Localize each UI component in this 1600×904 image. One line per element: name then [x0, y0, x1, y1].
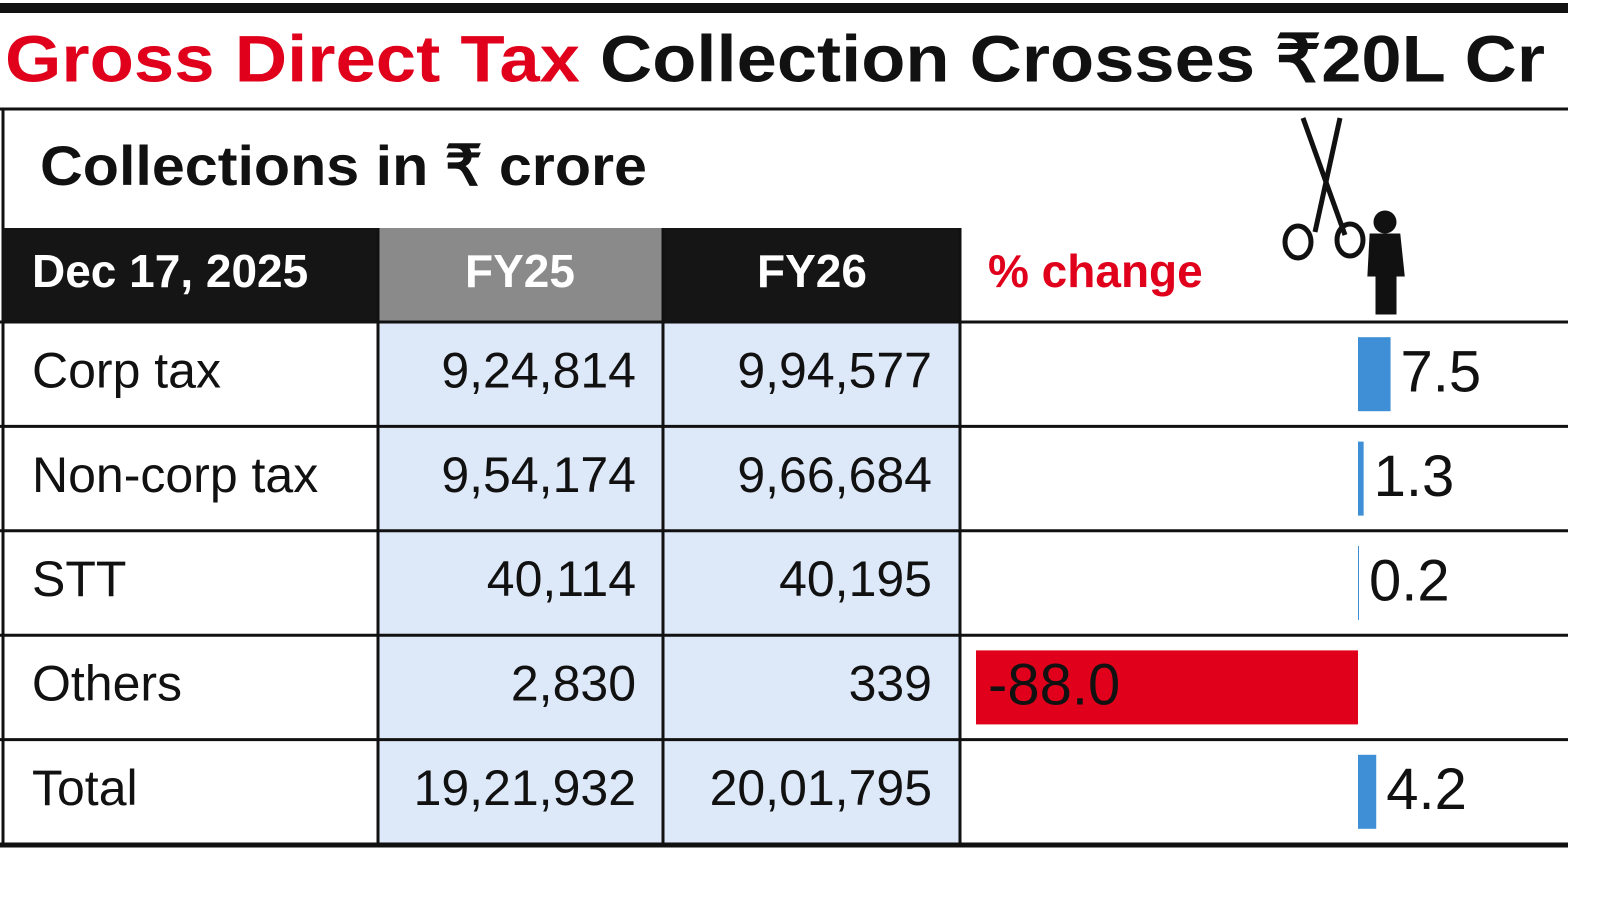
- header-cell: [663, 228, 960, 321]
- fy25-value: 9,54,174: [441, 447, 636, 503]
- column-header: Dec 17, 2025: [32, 245, 308, 297]
- row-label: Non-corp tax: [32, 447, 318, 503]
- row-label: Corp tax: [32, 342, 221, 398]
- scissors-icon: [1282, 117, 1405, 315]
- fy26-value: 9,66,684: [737, 447, 932, 503]
- change-label: 0.2: [1369, 548, 1450, 613]
- title-black: Collection Crosses ₹20L Cr: [600, 21, 1545, 95]
- top-rule: [0, 3, 1568, 13]
- title-red: Gross Direct Tax: [5, 21, 580, 95]
- change-bar: [1358, 337, 1391, 412]
- value-columns-bg: [378, 322, 960, 844]
- row-label: Total: [32, 760, 138, 816]
- subtitle: Collections in ₹ crore: [40, 134, 647, 197]
- change-label: -88.0: [988, 653, 1120, 718]
- change-label: 4.2: [1386, 757, 1467, 822]
- fy25-value: 2,830: [511, 656, 636, 712]
- change-bar: [1358, 546, 1359, 620]
- header-cell: [3, 228, 378, 321]
- column-header: % change: [988, 245, 1203, 297]
- header-cell: [378, 228, 663, 321]
- fy26-value: 20,01,795: [710, 760, 932, 816]
- change-label: 7.5: [1401, 340, 1482, 405]
- column-header: FY26: [757, 245, 867, 297]
- change-bar: [1358, 754, 1377, 829]
- fy25-value: 19,21,932: [414, 760, 636, 816]
- row-label: STT: [32, 551, 126, 607]
- row-label: Others: [32, 656, 182, 712]
- fy26-value: 339: [849, 656, 932, 712]
- fy25-value: 40,114: [487, 551, 636, 607]
- change-bar: [1358, 441, 1364, 516]
- change-bar: [976, 650, 1358, 725]
- fy26-value: 9,94,577: [737, 342, 932, 398]
- column-header: FY25: [465, 245, 575, 297]
- fy26-value: 40,195: [779, 551, 932, 607]
- change-label: 1.3: [1374, 444, 1455, 509]
- fy25-value: 9,24,814: [441, 342, 636, 398]
